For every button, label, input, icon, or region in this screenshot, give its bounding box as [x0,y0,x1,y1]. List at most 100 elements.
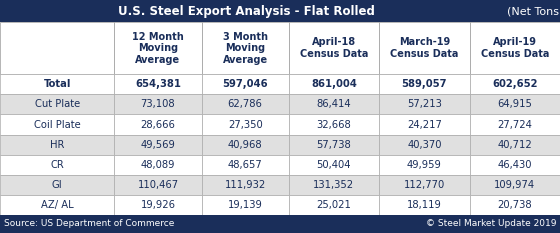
Text: Coil Plate: Coil Plate [34,120,81,130]
Text: 40,712: 40,712 [497,140,532,150]
Bar [202,22,289,74]
Bar [379,195,470,215]
Text: U.S. Steel Export Analysis - Flat Rolled: U.S. Steel Export Analysis - Flat Rolled [118,5,375,17]
Bar [0,0,560,22]
Text: 110,467: 110,467 [137,180,179,190]
Bar [0,175,114,195]
Bar [289,155,379,175]
Text: 654,381: 654,381 [135,79,181,89]
Text: 86,414: 86,414 [316,99,351,110]
Text: 49,959: 49,959 [407,160,442,170]
Bar [289,74,379,94]
Bar [289,114,379,135]
Bar [379,155,470,175]
Bar [114,74,202,94]
Bar [0,215,560,233]
Bar [114,195,202,215]
Text: 57,213: 57,213 [407,99,442,110]
Bar [470,195,560,215]
Bar [470,155,560,175]
Bar [289,195,379,215]
Text: Source: US Department of Commerce: Source: US Department of Commerce [4,219,174,229]
Text: Total: Total [44,79,71,89]
Text: 589,057: 589,057 [402,79,447,89]
Text: 111,932: 111,932 [225,180,266,190]
Text: 109,974: 109,974 [494,180,535,190]
Bar [0,114,114,135]
Bar [379,74,470,94]
Text: 20,738: 20,738 [497,200,532,210]
Text: AZ/ AL: AZ/ AL [41,200,73,210]
Bar [202,155,289,175]
Bar [0,22,114,74]
Text: 597,046: 597,046 [222,79,268,89]
Text: 64,915: 64,915 [497,99,532,110]
Bar [114,22,202,74]
Bar [470,175,560,195]
Text: 112,770: 112,770 [404,180,445,190]
Bar [114,155,202,175]
Bar [114,114,202,135]
Text: 62,786: 62,786 [228,99,263,110]
Text: 50,404: 50,404 [316,160,351,170]
Bar [470,22,560,74]
Text: 602,652: 602,652 [492,79,538,89]
Text: 27,724: 27,724 [497,120,532,130]
Bar [379,22,470,74]
Text: 73,108: 73,108 [141,99,175,110]
Bar [0,195,114,215]
Bar [0,155,114,175]
Bar [289,94,379,114]
Bar [114,135,202,155]
Text: 48,089: 48,089 [141,160,175,170]
Text: © Steel Market Update 2019: © Steel Market Update 2019 [426,219,556,229]
Bar [114,175,202,195]
Text: CR: CR [50,160,64,170]
Text: 19,139: 19,139 [228,200,263,210]
Text: 19,926: 19,926 [141,200,175,210]
Text: 12 Month
Moving
Average: 12 Month Moving Average [132,32,184,65]
Text: 18,119: 18,119 [407,200,442,210]
Text: 40,968: 40,968 [228,140,263,150]
Text: 57,738: 57,738 [316,140,351,150]
Text: 46,430: 46,430 [497,160,532,170]
Text: 861,004: 861,004 [311,79,357,89]
Text: 25,021: 25,021 [316,200,351,210]
Bar [289,175,379,195]
Bar [289,22,379,74]
Bar [202,135,289,155]
Text: 32,668: 32,668 [316,120,351,130]
Text: 27,350: 27,350 [228,120,263,130]
Bar [470,135,560,155]
Bar [379,114,470,135]
Bar [470,114,560,135]
Text: 49,569: 49,569 [141,140,175,150]
Bar [379,135,470,155]
Bar [202,175,289,195]
Bar [0,94,114,114]
Bar [202,94,289,114]
Text: 40,370: 40,370 [407,140,442,150]
Text: April-18
Census Data: April-18 Census Data [300,38,368,59]
Text: April-19
Census Data: April-19 Census Data [480,38,549,59]
Text: Cut Plate: Cut Plate [35,99,80,110]
Text: (Net Tons): (Net Tons) [507,6,560,16]
Bar [289,135,379,155]
Bar [202,195,289,215]
Text: 28,666: 28,666 [141,120,175,130]
Text: HR: HR [50,140,64,150]
Text: 3 Month
Moving
Average: 3 Month Moving Average [222,32,268,65]
Text: 48,657: 48,657 [228,160,263,170]
Bar [114,94,202,114]
Text: GI: GI [52,180,63,190]
Bar [379,175,470,195]
Bar [379,94,470,114]
Bar [202,74,289,94]
Bar [0,135,114,155]
Text: 24,217: 24,217 [407,120,442,130]
Bar [202,114,289,135]
Text: 131,352: 131,352 [314,180,354,190]
Bar [470,94,560,114]
Text: March-19
Census Data: March-19 Census Data [390,38,459,59]
Bar [470,74,560,94]
